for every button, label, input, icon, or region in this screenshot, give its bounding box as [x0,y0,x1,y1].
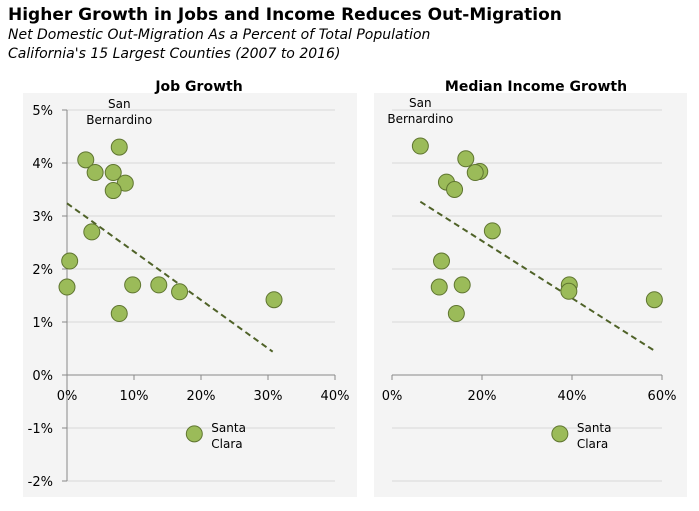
x-tick-label: 40% [321,389,350,404]
chart-subtitle: Net Domestic Out-Migration As a Percent … [8,27,431,43]
data-point [83,223,101,241]
trendline [66,202,274,353]
y-tick-label: 2% [32,263,53,278]
point-annotation: Santa [211,421,246,435]
point-annotation: Bernardino [86,113,152,127]
panel-title: Median Income Growth [445,79,627,95]
chart-subtitle-2: California's 15 Largest Counties (2007 t… [8,46,341,62]
data-point [104,182,122,200]
data-point [124,276,142,294]
point-annotation: San [108,97,131,111]
y-tick-label: -2% [28,475,53,490]
data-point [645,291,663,309]
point-annotation: San [409,96,432,110]
x-tick-label: 20% [468,389,497,404]
x-tick-label: 0% [57,389,78,404]
point-annotation: Clara [577,437,608,451]
data-point [86,164,104,182]
y-tick-label: 0% [32,369,53,384]
x-tick-label: 0% [382,389,403,404]
data-point [77,151,95,169]
x-tick-label: 10% [120,389,149,404]
data-point [61,252,79,270]
point-annotation: Clara [211,437,242,451]
data-point [110,138,128,156]
y-tick-label: 4% [32,157,53,172]
x-tick-label: 20% [187,389,216,404]
data-point [551,425,569,443]
plot-panel [374,93,687,497]
data-point [104,164,122,182]
data-point [453,276,471,294]
y-tick-label: 1% [32,316,53,331]
chart-title: Higher Growth in Jobs and Income Reduces… [8,5,562,25]
data-point [58,278,76,296]
data-point [560,282,578,300]
point-annotation: Bernardino [387,112,453,126]
data-point [110,305,128,323]
data-point [430,278,448,296]
x-tick-label: 40% [558,389,587,404]
data-point [483,222,501,240]
data-point [447,305,465,323]
data-point [265,291,283,309]
data-point [150,276,168,294]
chart-header: Higher Growth in Jobs and Income Reduces… [8,4,562,64]
point-annotation: Santa [577,421,612,435]
y-tick-label: 5% [32,104,53,119]
data-point [411,137,429,155]
x-tick-label: 60% [648,389,677,404]
x-tick-label: 30% [254,389,283,404]
panel-title: Job Growth [154,79,242,95]
y-tick-label: -1% [28,422,53,437]
trendline [419,200,655,352]
data-point [457,150,475,168]
y-tick-label: 3% [32,210,53,225]
data-point [446,181,464,198]
data-point [466,164,484,182]
data-point [185,425,203,443]
data-point [433,252,450,270]
data-point [171,283,189,301]
